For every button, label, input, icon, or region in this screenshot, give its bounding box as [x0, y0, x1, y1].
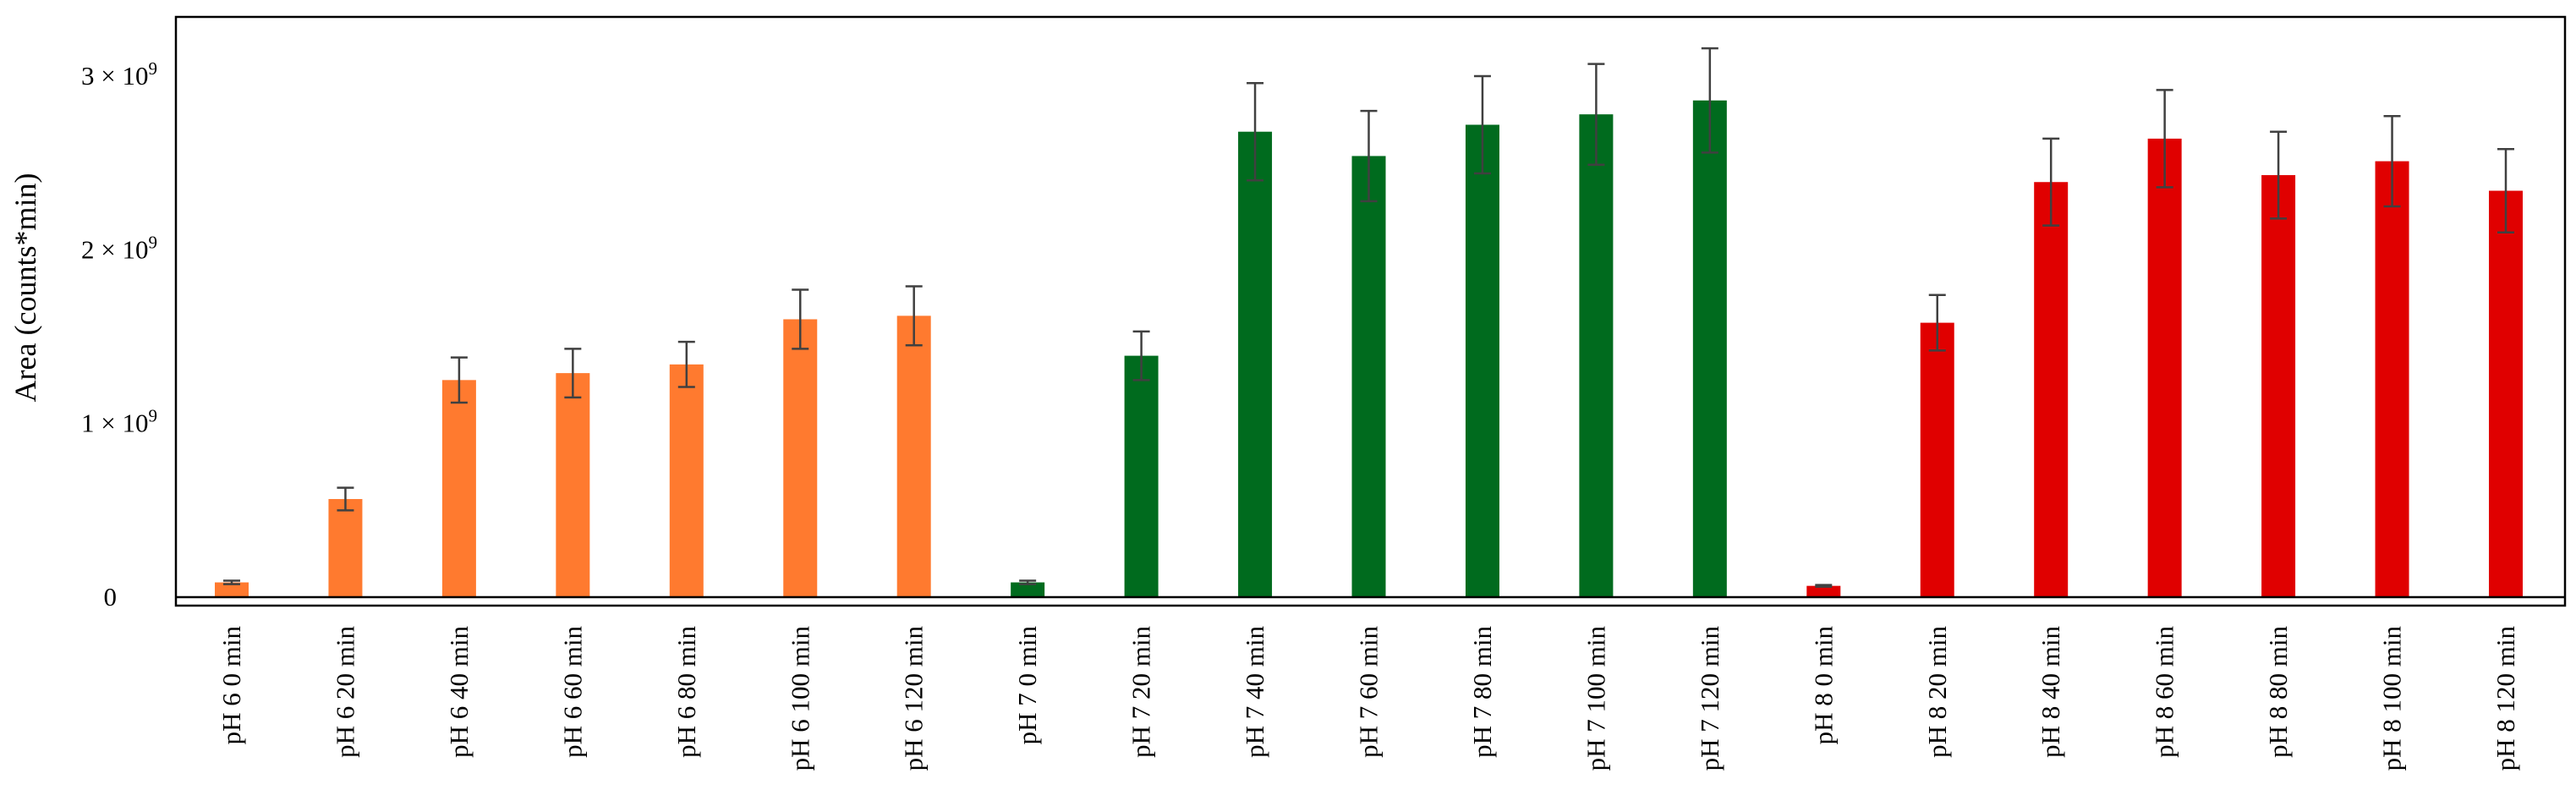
error-bar — [223, 579, 240, 585]
error-bar — [1132, 330, 1150, 381]
y-tick-label: 2 × 109 — [81, 232, 157, 264]
bar — [328, 498, 363, 597]
error-bar — [450, 356, 468, 404]
bar — [783, 319, 818, 597]
bar — [556, 373, 590, 597]
y-tick-label: 3 × 109 — [81, 58, 157, 91]
x-tick-label: pH 6 100 min — [785, 626, 814, 771]
x-tick-label: pH 7 100 min — [1581, 626, 1610, 771]
bar — [1806, 585, 1841, 597]
bar — [1579, 114, 1614, 597]
error-bar — [1701, 47, 1718, 154]
x-tick-label: pH 6 80 min — [671, 626, 701, 758]
x-tick-label: pH 7 120 min — [1695, 626, 1724, 771]
bar — [441, 380, 476, 597]
bar — [2489, 190, 2523, 597]
bar — [1920, 322, 1954, 597]
x-tick-label: pH 8 40 min — [2036, 626, 2065, 758]
y-axis-label: Area (counts*min) — [8, 173, 42, 403]
error-bar — [1247, 81, 1264, 182]
y-tick-labels: 0 1 × 109 2 × 109 3 × 109 — [81, 58, 157, 612]
error-bar — [1815, 584, 1833, 588]
error-bar — [2270, 130, 2288, 220]
x-tick-label: pH 8 120 min — [2491, 626, 2520, 771]
bar — [2147, 138, 2182, 598]
bar — [2375, 161, 2409, 597]
error-bar — [1928, 294, 1946, 352]
error-bar — [677, 340, 695, 388]
x-tick-label: pH 8 20 min — [1922, 626, 1952, 758]
error-bar — [1473, 74, 1491, 175]
bars-group — [215, 47, 2523, 598]
x-tick-label: pH 8 0 min — [1808, 626, 1838, 745]
bar — [215, 582, 249, 597]
error-bar — [792, 288, 809, 350]
bar — [2034, 182, 2069, 597]
bar — [896, 315, 931, 597]
x-tick-label: pH 7 20 min — [1126, 626, 1156, 758]
x-tick-labels: pH 6 0 min pH 6 20 min pH 6 40 min pH 6 60 … — [216, 626, 2520, 771]
error-bar — [1019, 579, 1037, 585]
bar — [1124, 355, 1159, 597]
x-tick-label: pH 6 0 min — [216, 626, 246, 745]
bar — [1011, 582, 1045, 597]
bar — [1351, 156, 1386, 597]
y-tick-label: 0 — [104, 582, 118, 612]
bar — [1238, 131, 1273, 597]
plot-frame — [174, 15, 2567, 607]
error-bar — [2497, 147, 2514, 234]
error-bar — [1360, 109, 1378, 203]
error-bar — [2042, 137, 2060, 227]
error-bar — [337, 486, 354, 512]
x-tick-label: pH 7 40 min — [1240, 626, 1269, 758]
x-tick-label: pH 7 80 min — [1467, 626, 1497, 758]
x-tick-label: pH 6 60 min — [557, 626, 587, 758]
x-tick-label: pH 8 100 min — [2377, 626, 2407, 771]
x-tick-label: pH 8 80 min — [2263, 626, 2293, 758]
y-tick-label: 1 × 109 — [81, 406, 157, 438]
error-bar — [564, 348, 582, 399]
error-bar — [2156, 89, 2173, 189]
x-tick-label: pH 6 20 min — [330, 626, 359, 758]
error-bar — [1587, 63, 1605, 166]
x-tick-label: pH 8 60 min — [2150, 626, 2179, 758]
x-tick-label: pH 7 60 min — [1354, 626, 1384, 758]
error-bar — [905, 285, 923, 347]
bar — [1692, 100, 1727, 598]
x-tick-label: pH 7 0 min — [1012, 626, 1042, 745]
error-bar — [2383, 114, 2401, 208]
x-tick-label: pH 6 40 min — [444, 626, 474, 758]
x-tick-label: pH 6 120 min — [899, 626, 929, 771]
bar — [1465, 124, 1499, 597]
bar — [669, 364, 704, 597]
bar — [2261, 175, 2296, 598]
